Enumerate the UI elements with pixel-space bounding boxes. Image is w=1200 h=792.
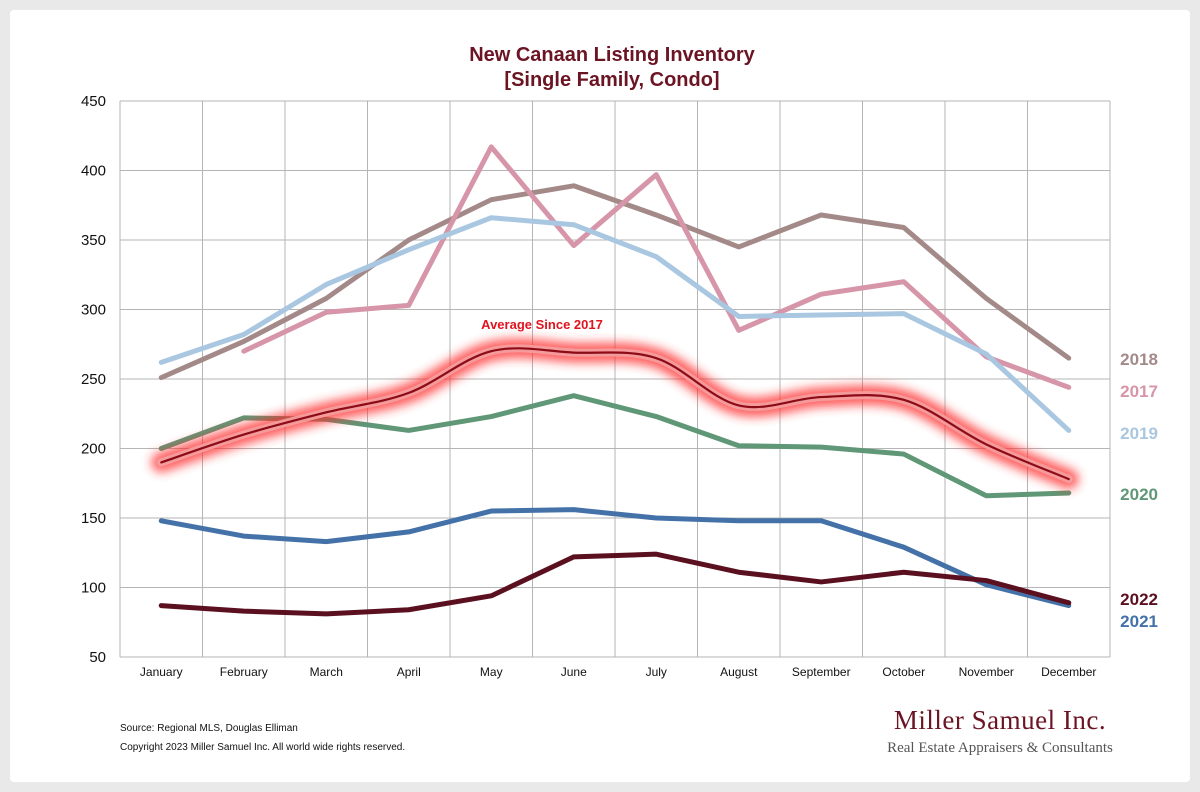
y-tick-label: 400 (81, 163, 106, 180)
series-label-2017: 2017 (1120, 382, 1158, 401)
chart-card (10, 10, 1190, 782)
series-labels: Average Since 2017 2018 2017 2019 2020 2021 20… (481, 317, 1158, 631)
x-tick-label: March (310, 665, 343, 679)
series-line-2019 (158, 215, 1072, 433)
brand-tagline: Real Estate Appraisers & Consultants (887, 740, 1113, 756)
y-tick-label: 300 (81, 302, 106, 319)
y-tick-label: 350 (81, 232, 106, 249)
source-note: Source: Regional MLS, Douglas Elliman (120, 723, 298, 734)
x-tick-label: July (646, 665, 667, 679)
average-line (160, 347, 1070, 481)
x-tick-label: April (397, 665, 421, 679)
series-line-2017 (241, 144, 1072, 390)
x-axis-ticks: January February March April May June July Augu… (140, 665, 1097, 679)
x-tick-label: August (720, 665, 758, 679)
x-tick-label: December (1041, 665, 1096, 679)
y-tick-label: 50 (89, 649, 106, 666)
y-tick-label: 100 (81, 580, 106, 597)
average-series-label: Average Since 2017 (481, 317, 603, 332)
x-tick-label: October (882, 665, 925, 679)
x-tick-label: May (480, 665, 503, 679)
y-tick-label: 200 (81, 441, 106, 458)
y-tick-label: 150 (81, 510, 106, 527)
series-label-2022: 2022 (1120, 590, 1158, 609)
series-line-2021 (158, 507, 1072, 609)
x-tick-label: September (792, 665, 851, 679)
chart-title: New Canaan Listing Inventory (469, 44, 755, 66)
chart-subtitle: [Single Family, Condo] (504, 69, 719, 91)
series-label-2021: 2021 (1120, 612, 1158, 631)
brand-name: Miller Samuel Inc. (894, 705, 1106, 735)
y-tick-label: 450 (81, 93, 106, 110)
series-line-2018 (158, 183, 1072, 381)
copyright-note: Copyright 2023 Miller Samuel Inc. All wo… (120, 742, 405, 753)
y-tick-label: 250 (81, 371, 106, 388)
y-axis-ticks: 50 100 150 200 250 300 350 400 450 (81, 93, 106, 666)
series-line-2022 (158, 551, 1072, 617)
x-tick-label: February (220, 665, 268, 679)
series-label-2020: 2020 (1120, 485, 1158, 504)
series-label-2018: 2018 (1120, 350, 1158, 369)
x-tick-label: January (140, 665, 183, 679)
series-lines (151, 144, 1079, 617)
series-label-2019: 2019 (1120, 424, 1158, 443)
x-tick-label: November (959, 665, 1014, 679)
x-tick-label: June (561, 665, 587, 679)
